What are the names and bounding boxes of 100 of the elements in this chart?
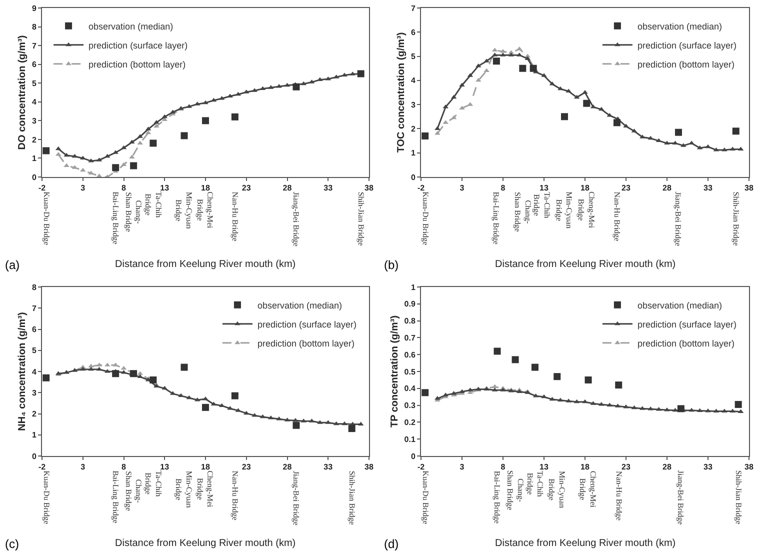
point: [512, 356, 519, 364]
point: [292, 422, 300, 429]
legend-label: prediction (surface layer): [257, 319, 357, 330]
y-tick-label: 0.6: [404, 350, 416, 360]
point: [180, 132, 188, 140]
x-tick-label: 8: [122, 184, 127, 193]
text: Nan-Hu Bridge: [230, 470, 240, 521]
x-tick-label: 28: [282, 184, 292, 193]
x-tick-label: 28: [282, 462, 292, 472]
point: [541, 394, 547, 398]
point: [112, 164, 120, 172]
text: Ta-Chih Bridge: [525, 470, 545, 497]
text: Cheng-Mei Bridge: [195, 192, 215, 229]
text: Cheng-Mei Bridge: [195, 470, 215, 508]
point: [598, 402, 604, 406]
text: Min-Cyuan Bridge: [546, 471, 566, 508]
text: Min-Cyuan Bridge: [554, 192, 574, 229]
point: [64, 152, 70, 157]
point: [112, 370, 120, 378]
y-tick-label: 7: [32, 304, 37, 313]
point: [531, 364, 538, 371]
x-tick-label: 38: [744, 184, 754, 193]
legend-label: prediction (surface layer): [637, 319, 736, 330]
text: Shih-Jian Bridge: [348, 470, 357, 526]
text: Jiang-Bei Bridge: [674, 192, 683, 247]
point: [42, 147, 50, 154]
point: [583, 100, 590, 107]
point: [130, 162, 138, 170]
point: [554, 373, 561, 380]
x-tick-label: 8: [500, 184, 506, 193]
point: [476, 63, 482, 68]
point: [606, 402, 612, 407]
point: [476, 78, 482, 82]
point: [357, 70, 364, 78]
point: [202, 117, 209, 124]
x-tick-label: -2: [38, 462, 46, 472]
legend-label: prediction (bottom layer): [257, 338, 355, 348]
x-tick-label: 13: [540, 462, 549, 472]
point: [150, 376, 157, 384]
point: [674, 128, 682, 136]
point: [519, 64, 526, 72]
y-tick-label: 0.7: [404, 334, 416, 342]
text: Bai-Ling Bridge: [110, 470, 120, 524]
point: [722, 147, 728, 152]
legend-label: observation (median): [637, 300, 722, 310]
point: [459, 82, 465, 87]
y-tick-label: 6: [32, 60, 37, 70]
point: [606, 112, 612, 117]
y-tick-label: 0: [410, 452, 416, 461]
text: Min-Cyuan Bridge: [174, 470, 194, 508]
point: [231, 392, 238, 400]
x-tick-label: -2: [417, 462, 426, 472]
point: [202, 100, 208, 104]
y-tick-label: 5: [410, 52, 416, 62]
point: [561, 113, 568, 120]
point: [154, 124, 160, 128]
y-tick-label: 0: [32, 452, 37, 461]
y-tick-label: 9: [32, 4, 37, 13]
text: Bai-Ling Bridge: [492, 192, 501, 245]
text: Ta-Chih Bridge: [532, 192, 552, 218]
text: Shih-Jian Bridge: [734, 470, 744, 525]
x-tick-label: 18: [201, 184, 210, 193]
point: [342, 421, 348, 426]
y-tick-label: 4: [32, 367, 37, 376]
point: [422, 132, 429, 140]
x-tick-label: 33: [324, 184, 334, 193]
y-axis-title: DO concentration (g/m³): [16, 35, 28, 150]
point: [129, 154, 135, 159]
y-tick-label: 0.3: [404, 401, 416, 410]
text: Cheng-Mei Bridge: [576, 192, 596, 229]
point: [613, 119, 620, 126]
legend-label: observation (median): [637, 21, 722, 32]
y-tick-label: 0.9: [404, 300, 416, 309]
point: [150, 140, 157, 147]
y-tick-label: 1: [32, 430, 37, 440]
point: [623, 124, 629, 128]
point: [300, 81, 306, 86]
point: [732, 128, 740, 135]
y-tick-label: 1: [410, 282, 416, 292]
text: Nan-Hu Bridge: [614, 471, 624, 522]
x-tick-label: 18: [580, 462, 590, 472]
text: Chang- Shan Bridge: [124, 471, 144, 512]
text: Nan-Hu Bridge: [612, 192, 622, 242]
x-tick-label: 23: [622, 184, 631, 193]
point: [566, 88, 572, 93]
y-tick-label: 1: [32, 154, 37, 164]
x-tick-label: 38: [364, 462, 374, 472]
point: [492, 58, 500, 65]
x-tick-label: 38: [744, 462, 754, 472]
text: (b): [384, 258, 399, 272]
y-tick-label: 3: [32, 388, 37, 398]
point: [137, 374, 143, 378]
x-tick-label: 38: [364, 184, 374, 193]
x-axis-title: Distance from Keelung River mouth (km): [115, 259, 296, 270]
y-tick-label: 2: [410, 124, 416, 134]
point: [42, 374, 50, 382]
y-tick-label: 0.8: [404, 316, 416, 326]
y-tick-label: 2: [32, 410, 37, 419]
legend-label: prediction (bottom layer): [88, 59, 186, 70]
legend-label: prediction (bottom layer): [637, 59, 734, 70]
